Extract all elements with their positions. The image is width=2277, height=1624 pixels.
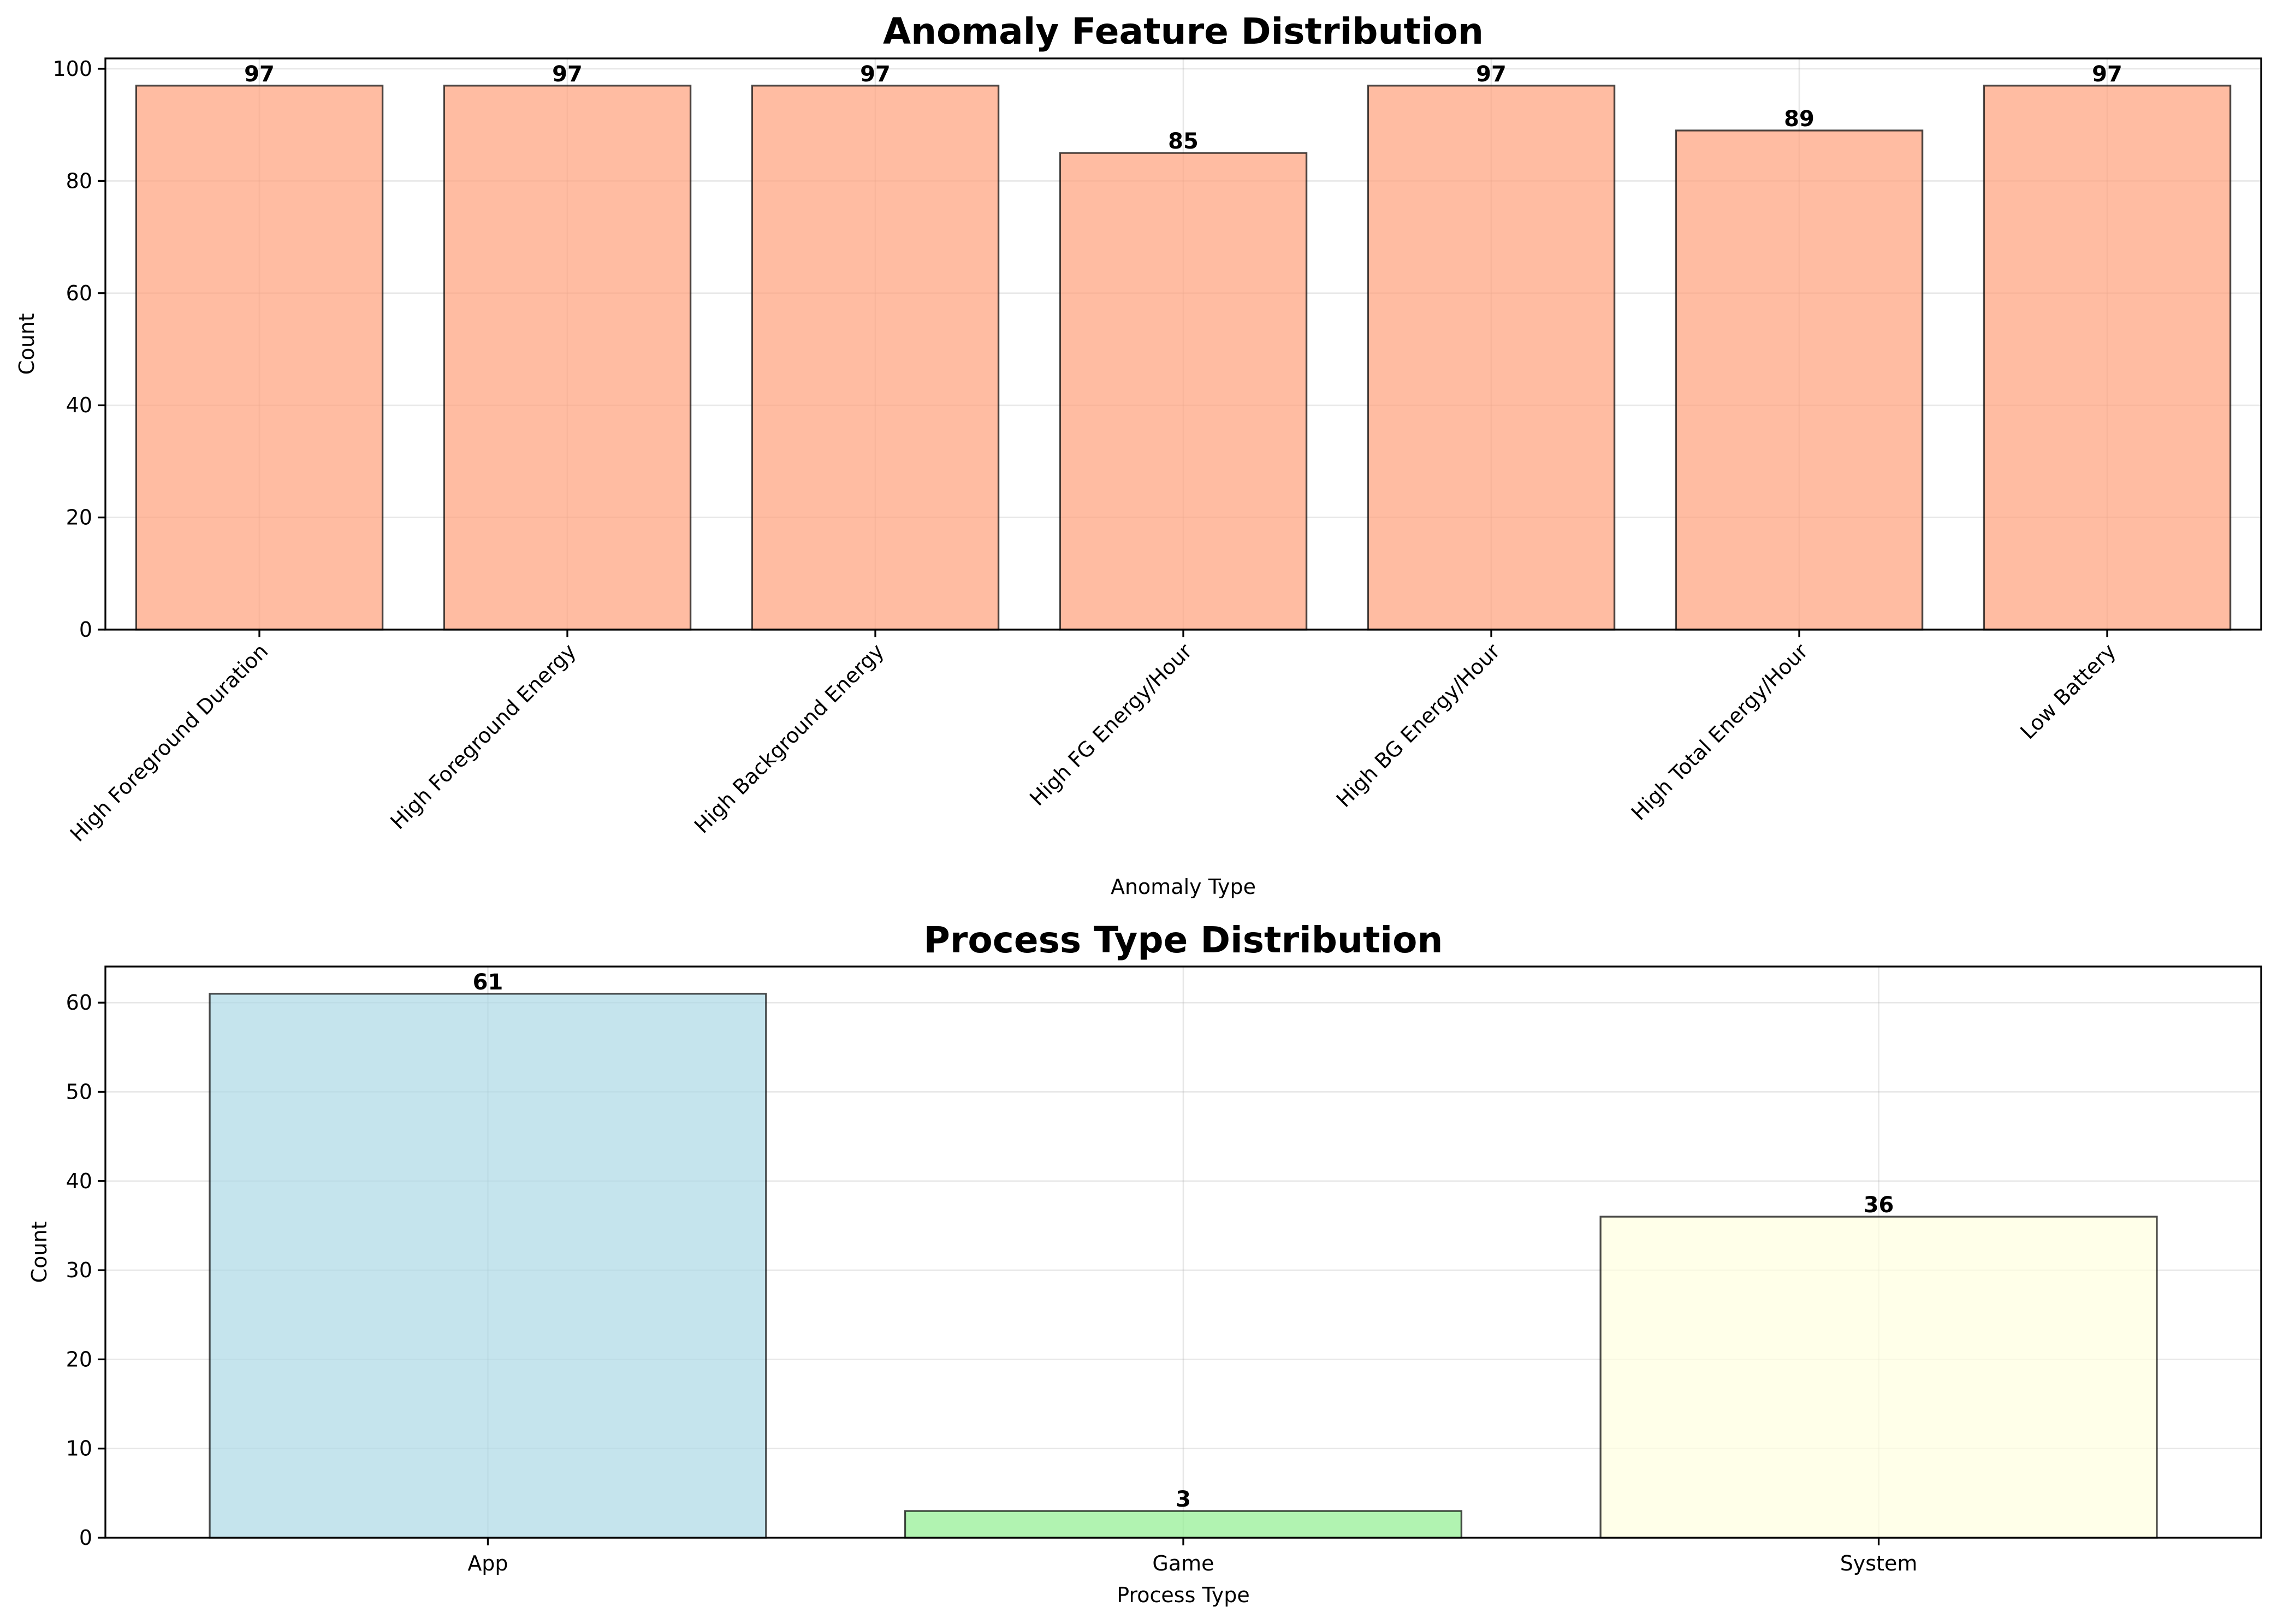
- y-tick-label: 50: [66, 1080, 92, 1104]
- bar-value-label: 97: [244, 62, 275, 87]
- bar-value-label: 3: [1176, 1487, 1191, 1512]
- value-labels: 97 97 97 85 97 89 97: [244, 62, 2122, 154]
- bar: [751, 85, 1000, 631]
- bar: [1675, 129, 1924, 631]
- bar-value-label: 97: [1476, 62, 1507, 87]
- bar: [1599, 1216, 2158, 1539]
- y-axis-label: Count: [27, 1222, 51, 1283]
- y-axis-label: Count: [15, 313, 39, 375]
- bar: [904, 1510, 1463, 1539]
- bar: [135, 85, 384, 631]
- bar: [443, 85, 692, 631]
- x-axis-ticks: App Game System: [467, 1538, 1917, 1575]
- bar-value-label: 97: [552, 62, 583, 87]
- bar-value-label: 85: [1168, 129, 1199, 154]
- bar: [1059, 152, 1308, 631]
- y-axis-ticks: 0 10 20 30 40 50 60: [66, 991, 105, 1550]
- y-tick-label: 60: [66, 281, 92, 305]
- x-axis-label: Anomaly Type: [1111, 875, 1256, 899]
- x-tick-label: Game: [1152, 1551, 1214, 1575]
- x-axis-label: Process Type: [1117, 1583, 1250, 1607]
- y-tick-label: 100: [52, 57, 92, 81]
- x-tick-label: System: [1840, 1551, 1918, 1575]
- bar-value-label: 97: [2092, 62, 2122, 87]
- y-tick-label: 60: [66, 991, 92, 1015]
- y-tick-label: 80: [66, 169, 92, 193]
- chart-title: Process Type Distribution: [923, 919, 1443, 961]
- y-tick-label: 0: [79, 1526, 92, 1550]
- bar: [1983, 85, 2232, 631]
- y-axis-ticks: 0 20 40 60 80 100: [52, 57, 105, 642]
- bar-value-label: 61: [473, 970, 503, 995]
- y-tick-label: 30: [66, 1258, 92, 1282]
- bars: [209, 993, 2158, 1539]
- y-tick-label: 0: [79, 618, 92, 642]
- bars: [135, 85, 2232, 631]
- bar-value-label: 89: [1784, 106, 1815, 132]
- y-tick-label: 10: [66, 1437, 92, 1461]
- bar: [1367, 85, 1616, 631]
- bar-value-label: 97: [860, 62, 891, 87]
- bar: [209, 993, 767, 1539]
- y-tick-label: 40: [66, 1169, 92, 1193]
- bar-value-label: 36: [1864, 1193, 1894, 1218]
- value-labels: 61 3 36: [473, 970, 1894, 1512]
- process-type-chart: Process Type Distribution 61 3 36 0 10 20 30 4…: [27, 919, 2262, 1607]
- y-tick-label: 20: [66, 1347, 92, 1371]
- y-tick-label: 40: [66, 393, 92, 417]
- x-tick-label: App: [467, 1551, 508, 1575]
- y-tick-label: 20: [66, 506, 92, 530]
- chart-title: Anomaly Feature Distribution: [883, 10, 1484, 52]
